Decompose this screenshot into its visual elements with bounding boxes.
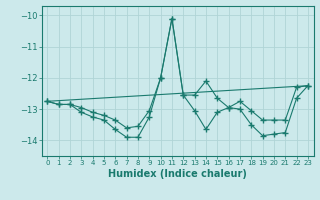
X-axis label: Humidex (Indice chaleur): Humidex (Indice chaleur) — [108, 169, 247, 179]
